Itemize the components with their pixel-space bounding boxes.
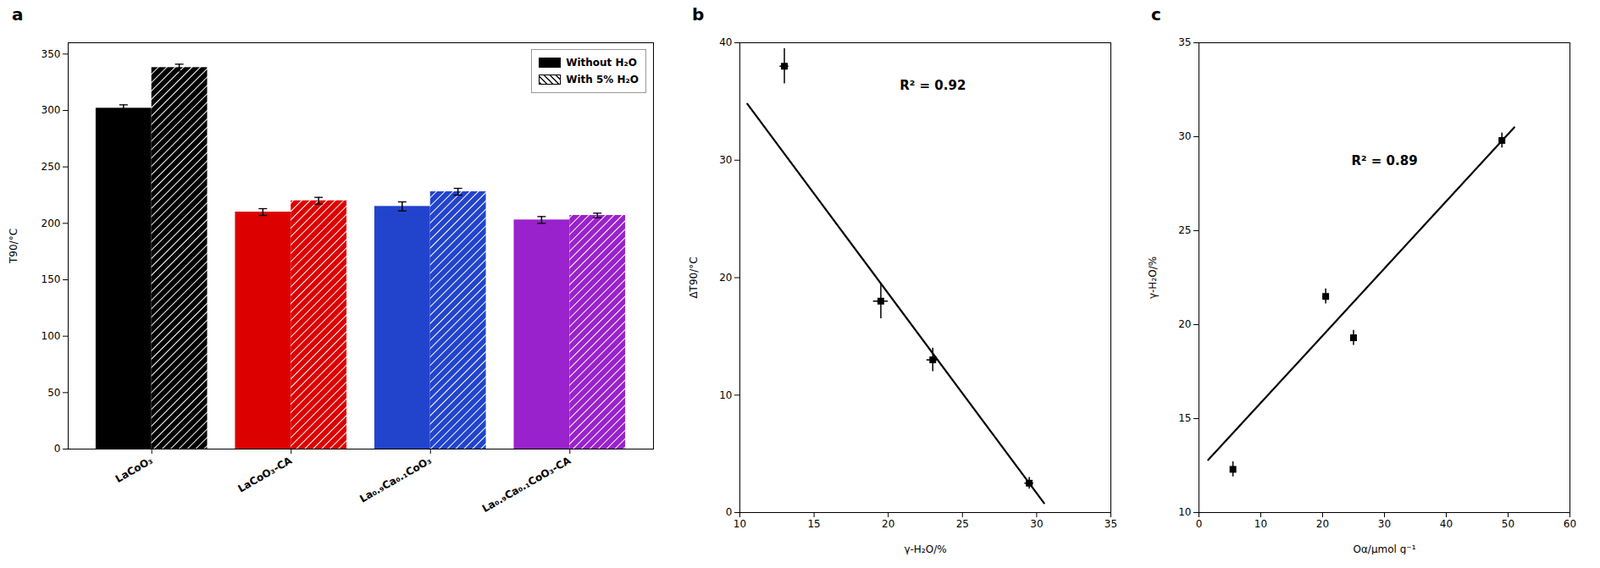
svg-text:T90/°C: T90/°C xyxy=(7,228,20,265)
svg-text:LaCoO₃-CA: LaCoO₃-CA xyxy=(235,453,294,495)
svg-text:La₀.₉Ca₀.₁CoO₃-CA: La₀.₉Ca₀.₁CoO₃-CA xyxy=(480,453,574,515)
svg-text:350: 350 xyxy=(41,48,61,61)
svg-text:30: 30 xyxy=(719,154,732,167)
svg-text:0: 0 xyxy=(54,442,61,455)
svg-text:LaCoO₃: LaCoO₃ xyxy=(113,454,156,486)
svg-text:50: 50 xyxy=(47,387,61,399)
svg-text:R² = 0.89: R² = 0.89 xyxy=(1350,153,1418,169)
svg-text:40: 40 xyxy=(719,36,732,49)
svg-text:20: 20 xyxy=(719,271,732,284)
svg-text:15: 15 xyxy=(1178,412,1191,425)
svg-text:15: 15 xyxy=(807,518,820,531)
svg-text:25: 25 xyxy=(1178,224,1191,237)
html-text:b: b xyxy=(692,4,705,25)
svg-text:10: 10 xyxy=(1178,506,1191,519)
svg-text:10: 10 xyxy=(1254,518,1268,531)
html-text:c: c xyxy=(1151,4,1162,25)
svg-text:100: 100 xyxy=(41,330,61,343)
svg-text:Oα/μmol g⁻¹: Oα/μmol g⁻¹ xyxy=(1353,543,1417,556)
svg-text:150: 150 xyxy=(41,273,61,286)
svg-text:10: 10 xyxy=(719,389,732,402)
svg-text:20: 20 xyxy=(1178,318,1191,331)
html-text:a: a xyxy=(11,4,24,25)
svg-text:40: 40 xyxy=(1439,518,1453,531)
svg-text:γ-H₂O/%: γ-H₂O/% xyxy=(1146,256,1159,299)
svg-text:50: 50 xyxy=(1501,518,1515,531)
svg-text:60: 60 xyxy=(1563,518,1577,531)
svg-text:ΔT90/°C: ΔT90/°C xyxy=(687,256,700,299)
svg-text:30: 30 xyxy=(1029,518,1043,531)
html-text:Without H₂O: Without H₂O xyxy=(565,56,637,69)
svg-text:0: 0 xyxy=(725,506,733,519)
svg-text:0: 0 xyxy=(1195,518,1203,531)
svg-text:20: 20 xyxy=(1316,518,1329,531)
svg-text:20: 20 xyxy=(881,518,895,531)
svg-text:25: 25 xyxy=(956,518,969,531)
svg-text:35: 35 xyxy=(1104,518,1118,531)
svg-text:La₀.₉Ca₀.₁CoO₃: La₀.₉Ca₀.₁CoO₃ xyxy=(357,454,434,506)
svg-text:R² = 0.92: R² = 0.92 xyxy=(899,77,966,94)
svg-text:35: 35 xyxy=(1178,36,1191,49)
svg-text:30: 30 xyxy=(1378,518,1391,531)
svg-text:γ-H₂O/%: γ-H₂O/% xyxy=(903,543,947,556)
svg-text:250: 250 xyxy=(41,160,61,173)
svg-text:30: 30 xyxy=(1178,130,1191,143)
svg-text:200: 200 xyxy=(41,217,61,230)
svg-text:10: 10 xyxy=(733,518,747,531)
html-text:With 5% H₂O: With 5% H₂O xyxy=(565,73,639,86)
svg-text:300: 300 xyxy=(41,104,61,117)
